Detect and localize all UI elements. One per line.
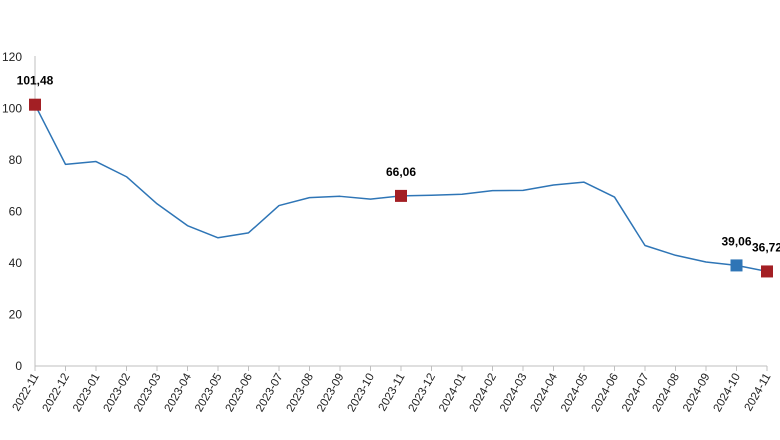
data-point-marker bbox=[761, 265, 773, 278]
y-tick-label: 0 bbox=[15, 359, 22, 373]
y-tick-label: 80 bbox=[9, 153, 23, 167]
data-point-marker bbox=[29, 98, 41, 111]
x-tick-label: 2024-07 bbox=[620, 372, 652, 415]
series-group bbox=[34, 104, 768, 273]
data-label: 39,06 bbox=[721, 234, 751, 248]
x-tick-label: 2023-10 bbox=[346, 372, 378, 415]
x-tick-label: 2024-04 bbox=[529, 371, 561, 414]
y-tick-label: 120 bbox=[2, 50, 22, 64]
markers-group bbox=[29, 98, 773, 278]
x-tick-label: 2024-10 bbox=[712, 372, 744, 415]
x-tick-label: 2023-03 bbox=[132, 372, 164, 415]
data-label: 36,72 bbox=[752, 240, 780, 254]
x-tick-label: 2024-05 bbox=[559, 372, 591, 415]
x-tick-label: 2023-02 bbox=[102, 372, 134, 415]
x-tick-label: 2023-11 bbox=[377, 372, 408, 414]
y-axis: 0 20 40 60 80 100 120 bbox=[2, 50, 36, 373]
x-tick-label: 2022-11 bbox=[11, 372, 42, 414]
x-tick-label: 2023-12 bbox=[407, 372, 439, 415]
x-tick-label: 2024-01 bbox=[437, 372, 469, 415]
x-tick-label: 2023-06 bbox=[224, 372, 256, 415]
y-tick-label: 60 bbox=[9, 205, 23, 219]
data-label: 101,48 bbox=[17, 74, 54, 88]
y-tick-label: 20 bbox=[9, 308, 23, 322]
series-line bbox=[34, 104, 768, 273]
x-axis: 2022-112022-122023-012023-022023-032023-… bbox=[11, 365, 774, 415]
x-tick-label: 2023-01 bbox=[71, 372, 103, 415]
x-tick-label: 2022-12 bbox=[41, 372, 73, 415]
y-tick-label: 100 bbox=[2, 102, 22, 116]
x-tick-label: 2023-07 bbox=[254, 372, 286, 415]
data-point-marker bbox=[395, 189, 407, 202]
x-tick-label: 2023-09 bbox=[315, 372, 347, 415]
data-labels-group: 101,48 66,06 39,06 36,72 bbox=[17, 74, 780, 255]
data-point-marker bbox=[730, 259, 743, 272]
x-tick-label: 2023-05 bbox=[193, 372, 225, 415]
x-tick-label: 2023-08 bbox=[285, 372, 317, 415]
x-tick-label: 2024-11 bbox=[743, 372, 774, 414]
x-tick-label: 2024-02 bbox=[468, 372, 500, 415]
x-tick-label: 2024-08 bbox=[651, 372, 683, 415]
x-tick-label: 2024-09 bbox=[681, 372, 713, 415]
x-tick-label: 2023-04 bbox=[163, 371, 195, 414]
y-tick-label: 40 bbox=[9, 256, 23, 270]
x-tick-label: 2024-06 bbox=[590, 372, 622, 415]
data-label: 66,06 bbox=[386, 165, 416, 179]
x-tick-label: 2024-03 bbox=[498, 372, 530, 415]
